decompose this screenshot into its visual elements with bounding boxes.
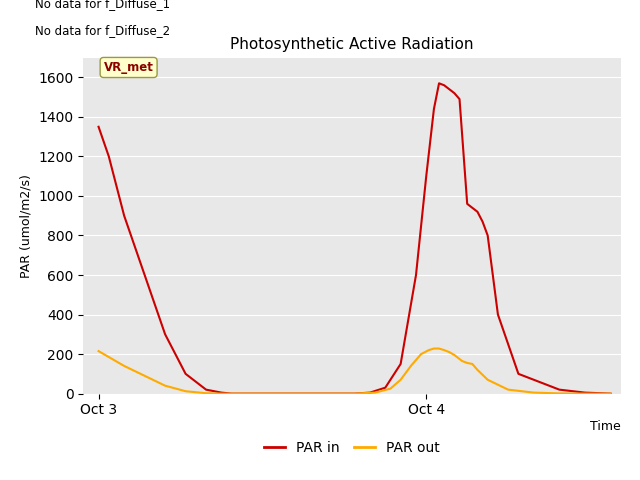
Text: No data for f_Diffuse_1: No data for f_Diffuse_1: [35, 0, 170, 10]
Legend: PAR in, PAR out: PAR in, PAR out: [259, 435, 445, 461]
Text: Time: Time: [590, 420, 621, 433]
Text: No data for f_Diffuse_2: No data for f_Diffuse_2: [35, 24, 170, 37]
Title: Photosynthetic Active Radiation: Photosynthetic Active Radiation: [230, 37, 474, 52]
Text: VR_met: VR_met: [104, 61, 154, 74]
Y-axis label: PAR (umol/m2/s): PAR (umol/m2/s): [20, 174, 33, 277]
